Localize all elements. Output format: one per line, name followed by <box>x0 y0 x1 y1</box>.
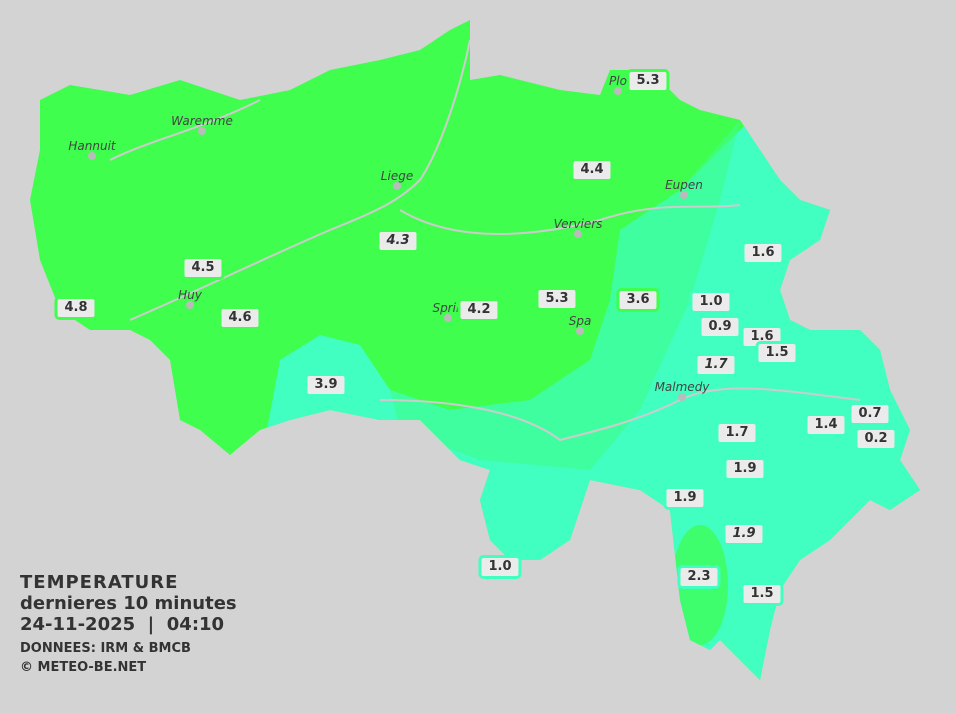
station-temperature-label: 0.9 <box>698 315 742 339</box>
city-label: Sprin <box>432 301 464 315</box>
legend: TEMPERATURE dernieres 10 minutes 24-11-2… <box>20 572 237 675</box>
station-temperature-label: 4.2 <box>457 298 501 322</box>
station-temperature-label: 1.4 <box>804 413 848 437</box>
city-dot <box>88 152 96 160</box>
city-label: Plo <box>609 74 627 88</box>
station-temperature-label: 1.7 <box>694 353 738 377</box>
river <box>379 387 861 442</box>
city-label: Spa <box>568 314 592 328</box>
station-temperature-label: 4.4 <box>570 158 614 182</box>
city-label: Malmedy <box>654 380 710 394</box>
station-temperature-label: 4.6 <box>218 306 262 330</box>
city-dot <box>393 182 401 190</box>
station-temperature-label: 1.9 <box>722 522 766 546</box>
legend-subtitle: dernieres 10 minutes <box>20 593 237 614</box>
river <box>399 204 741 235</box>
station-temperature-label: 1.6 <box>741 241 785 265</box>
city-dot <box>198 127 206 135</box>
station-temperature-label: 1.0 <box>689 290 733 314</box>
station-temperature-label: 0.2 <box>854 427 898 451</box>
city-label: Liege <box>380 169 414 183</box>
station-temperature-label: 1.7 <box>715 421 759 445</box>
station-temperature-label: 2.3 <box>677 565 721 589</box>
legend-copyright: © METEO-BE.NET <box>20 660 147 675</box>
station-temperature-label: 0.7 <box>848 402 892 426</box>
station-temperature-label: 3.6 <box>616 288 660 312</box>
city-label: Eupen <box>665 178 703 192</box>
station-temperature-label: 5.3 <box>535 287 579 311</box>
city-dot <box>680 191 688 199</box>
station-temperature-label: 5.3 <box>626 69 670 93</box>
legend-datetime: 24-11-2025 | 04:10 <box>20 614 225 635</box>
river <box>129 39 471 321</box>
city-dot <box>614 87 622 95</box>
mid-zone <box>390 120 740 470</box>
station-temperature-label: 1.0 <box>478 555 522 579</box>
city-dot <box>574 230 582 238</box>
station-temperature-label: 1.5 <box>755 341 799 365</box>
station-temperature-label: 3.9 <box>304 373 348 397</box>
station-temperature-label: 4.5 <box>181 256 225 280</box>
city-label: Verviers <box>553 217 603 231</box>
city-dot <box>444 314 452 322</box>
station-temperature-label: 1.9 <box>663 486 707 510</box>
station-temperature-label: 1.9 <box>723 457 767 481</box>
station-temperature-label: 4.3 <box>376 229 420 253</box>
city-dot <box>576 327 584 335</box>
river <box>109 99 261 161</box>
station-temperature-label: 1.5 <box>740 582 784 606</box>
city-dot <box>678 393 686 401</box>
city-label: Waremme <box>171 114 233 128</box>
city-dot <box>186 301 194 309</box>
city-label: Huy <box>178 288 202 302</box>
city-label: Hannuit <box>68 139 116 153</box>
station-temperature-label: 4.8 <box>54 296 98 320</box>
legend-title: TEMPERATURE <box>20 572 179 593</box>
legend-source: DONNEES: IRM & BMCB <box>20 641 191 656</box>
